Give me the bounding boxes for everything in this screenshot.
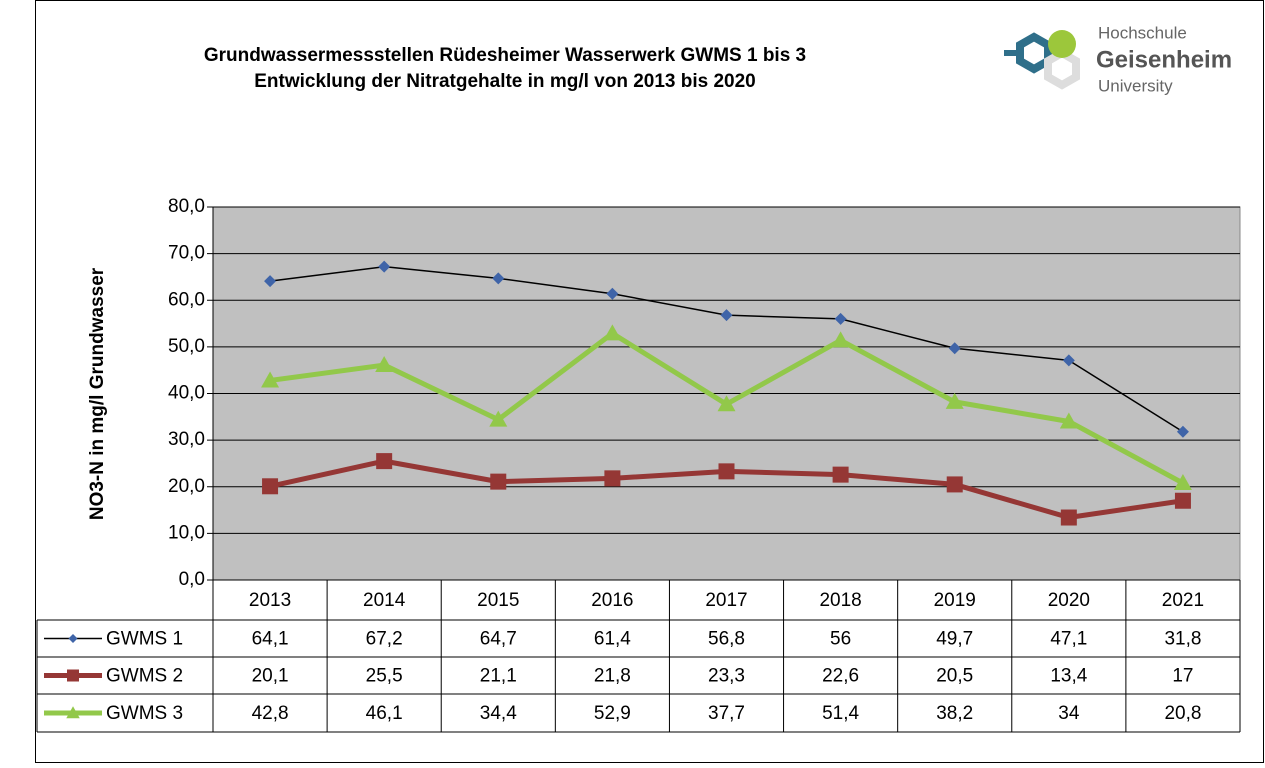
y-tick-label: 10,0 — [168, 522, 205, 543]
marker — [1173, 474, 1192, 491]
marker — [720, 309, 733, 322]
marker — [375, 356, 394, 373]
table-value: 20,5 — [936, 666, 973, 687]
table-value: 20,8 — [1164, 703, 1201, 724]
logo-bar — [1004, 50, 1018, 56]
marker — [832, 466, 849, 483]
x-tick-label: 2021 — [1162, 590, 1204, 611]
table-value: 51,4 — [822, 703, 859, 724]
marker — [1176, 425, 1189, 438]
table-value: 61,4 — [594, 629, 631, 650]
logo: Hochschule Geisenheim University — [1004, 23, 1232, 95]
marker — [718, 463, 735, 480]
marker — [834, 312, 847, 325]
x-tick-label: 2013 — [249, 590, 291, 611]
table-value: 67,2 — [366, 629, 403, 650]
table-value: 37,7 — [708, 703, 745, 724]
y-tick-label: 50,0 — [168, 336, 205, 357]
table-value: 52,9 — [594, 703, 631, 724]
legend-marker — [66, 706, 80, 719]
legend-label: GWMS 3 — [106, 703, 183, 724]
y-axis-label: NO3-N in mg/l Grundwasser — [87, 267, 108, 520]
table-value: 23,3 — [708, 666, 745, 687]
x-tick-label: 2014 — [363, 590, 406, 611]
marker — [262, 478, 279, 495]
table-value: 64,1 — [252, 629, 289, 650]
y-tick-label: 0,0 — [179, 569, 205, 590]
table-value: 49,7 — [936, 629, 973, 650]
table-value: 17 — [1172, 666, 1193, 687]
marker — [264, 275, 277, 288]
y-tick-label: 20,0 — [168, 476, 205, 497]
table-value: 34,4 — [480, 703, 517, 724]
x-tick-label: 2019 — [934, 590, 976, 611]
x-tick-label: 2015 — [477, 590, 519, 611]
table-value: 34 — [1058, 703, 1080, 724]
table-value: 20,1 — [252, 666, 289, 687]
legend-marker — [67, 669, 79, 682]
marker — [1174, 492, 1191, 509]
chart-subtitle: Entwicklung der Nitratgehalte in mg/l vo… — [254, 71, 756, 92]
y-tick-label: 70,0 — [168, 243, 205, 264]
x-tick-label: 2020 — [1048, 590, 1090, 611]
table-value: 21,1 — [480, 666, 517, 687]
marker — [603, 324, 622, 341]
table-value: 25,5 — [366, 666, 403, 687]
x-tick-label: 2016 — [591, 590, 633, 611]
table-value: 64,7 — [480, 629, 517, 650]
legend-label: GWMS 1 — [106, 629, 183, 650]
y-tick-label: 80,0 — [168, 196, 205, 217]
marker — [378, 260, 391, 273]
table-value: 21,8 — [594, 666, 631, 687]
table-value: 31,8 — [1164, 629, 1201, 650]
marker — [831, 331, 850, 348]
y-tick-label: 30,0 — [168, 429, 205, 450]
table-value: 13,4 — [1050, 666, 1087, 687]
marker — [1062, 354, 1075, 367]
marker — [717, 395, 736, 412]
table-value: 46,1 — [366, 703, 403, 724]
chart-title: Grundwassermessstellen Rüdesheimer Wasse… — [204, 45, 806, 66]
table-value: 56 — [830, 629, 851, 650]
logo-text: Hochschule — [1098, 23, 1187, 42]
y-tick-label: 40,0 — [168, 383, 205, 404]
table-value: 42,8 — [252, 703, 289, 724]
marker — [489, 410, 508, 427]
x-tick-label: 2017 — [705, 590, 747, 611]
logo-text: University — [1098, 76, 1173, 95]
marker — [606, 287, 619, 300]
marker — [261, 371, 280, 388]
marker — [946, 476, 963, 493]
marker — [948, 342, 961, 355]
table-value: 47,1 — [1050, 629, 1087, 650]
legend-label: GWMS 2 — [106, 666, 183, 687]
marker — [376, 453, 393, 470]
marker — [1060, 509, 1077, 526]
marker — [945, 392, 964, 409]
table-value: 38,2 — [936, 703, 973, 724]
legend-marker — [68, 634, 78, 643]
y-tick-label: 60,0 — [168, 289, 205, 310]
table-value: 56,8 — [708, 629, 745, 650]
logo-text: Geisenheim — [1096, 46, 1232, 73]
marker — [490, 473, 507, 490]
x-tick-label: 2018 — [819, 590, 861, 611]
marker — [492, 272, 505, 285]
logo-circle — [1048, 30, 1076, 58]
table-value: 22,6 — [822, 666, 859, 687]
marker — [1059, 412, 1078, 429]
marker — [604, 470, 621, 487]
